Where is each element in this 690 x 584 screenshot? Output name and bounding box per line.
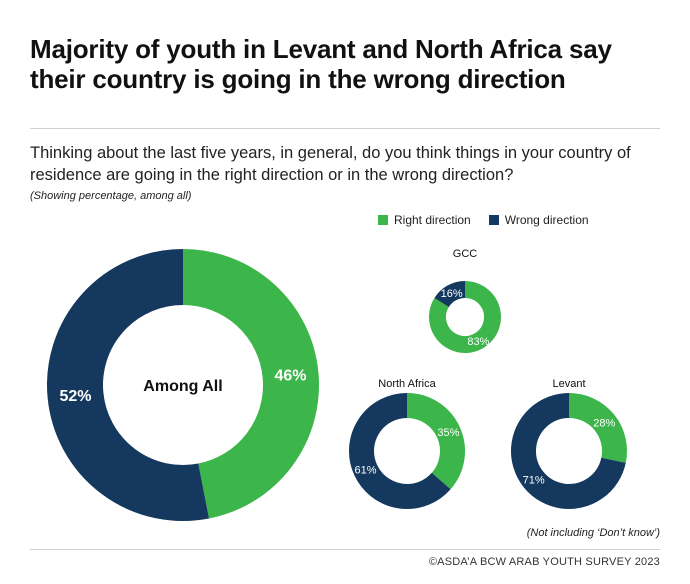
legend-swatch-right (378, 215, 388, 225)
donut-title: North Africa (378, 378, 436, 390)
survey-question: Thinking about the last five years, in g… (30, 144, 631, 184)
legend-swatch-wrong (488, 215, 499, 225)
value-label: 83% (467, 336, 489, 348)
legend-item-wrong: Wrong direction (488, 213, 589, 227)
donut-segment-right (429, 281, 501, 353)
top-divider (30, 128, 660, 129)
legend-item-right: Right direction (378, 213, 471, 227)
donut-gcc: 83% 16% GCC (429, 248, 501, 353)
donut-title: Levant (552, 378, 585, 390)
value-label: 28% (593, 417, 615, 429)
showing-note: (Showing percentage, among all) (30, 190, 192, 202)
legend-label-wrong: Wrong direction (504, 213, 589, 227)
donut-levant: 28% 71% Levant (511, 378, 627, 509)
donut-segment-right (182, 249, 319, 519)
chart-title: Majority of youth in Levant and North Af… (30, 34, 612, 94)
value-label: 61% (355, 465, 377, 477)
source-credit: ©ASDA’A BCW ARAB YOUTH SURVEY 2023 (428, 556, 660, 568)
donut-segment-wrong (349, 393, 451, 509)
footnote: (Not including ‘Don’t know’) (526, 527, 660, 539)
donut-segment-wrong (434, 281, 466, 308)
donut-segment-right (568, 393, 627, 463)
value-label: 35% (437, 427, 459, 439)
value-label: 16% (441, 288, 463, 300)
donut-among-all: 46% 52% Among All (47, 249, 319, 521)
value-label: 71% (523, 475, 545, 487)
value-label: 46% (274, 367, 306, 384)
donut-segment-wrong (47, 249, 209, 521)
donut-center-label: Among All (143, 378, 222, 395)
legend-label-right: Right direction (394, 213, 471, 227)
legend: Right direction Wrong direction (378, 213, 589, 227)
donut-north-africa: 35% 61% North Africa (349, 378, 465, 509)
bottom-divider (30, 549, 660, 550)
donut-segment-wrong (511, 393, 626, 509)
value-label: 52% (59, 388, 91, 405)
donut-segment-right (406, 393, 465, 490)
donut-title: GCC (453, 248, 478, 260)
